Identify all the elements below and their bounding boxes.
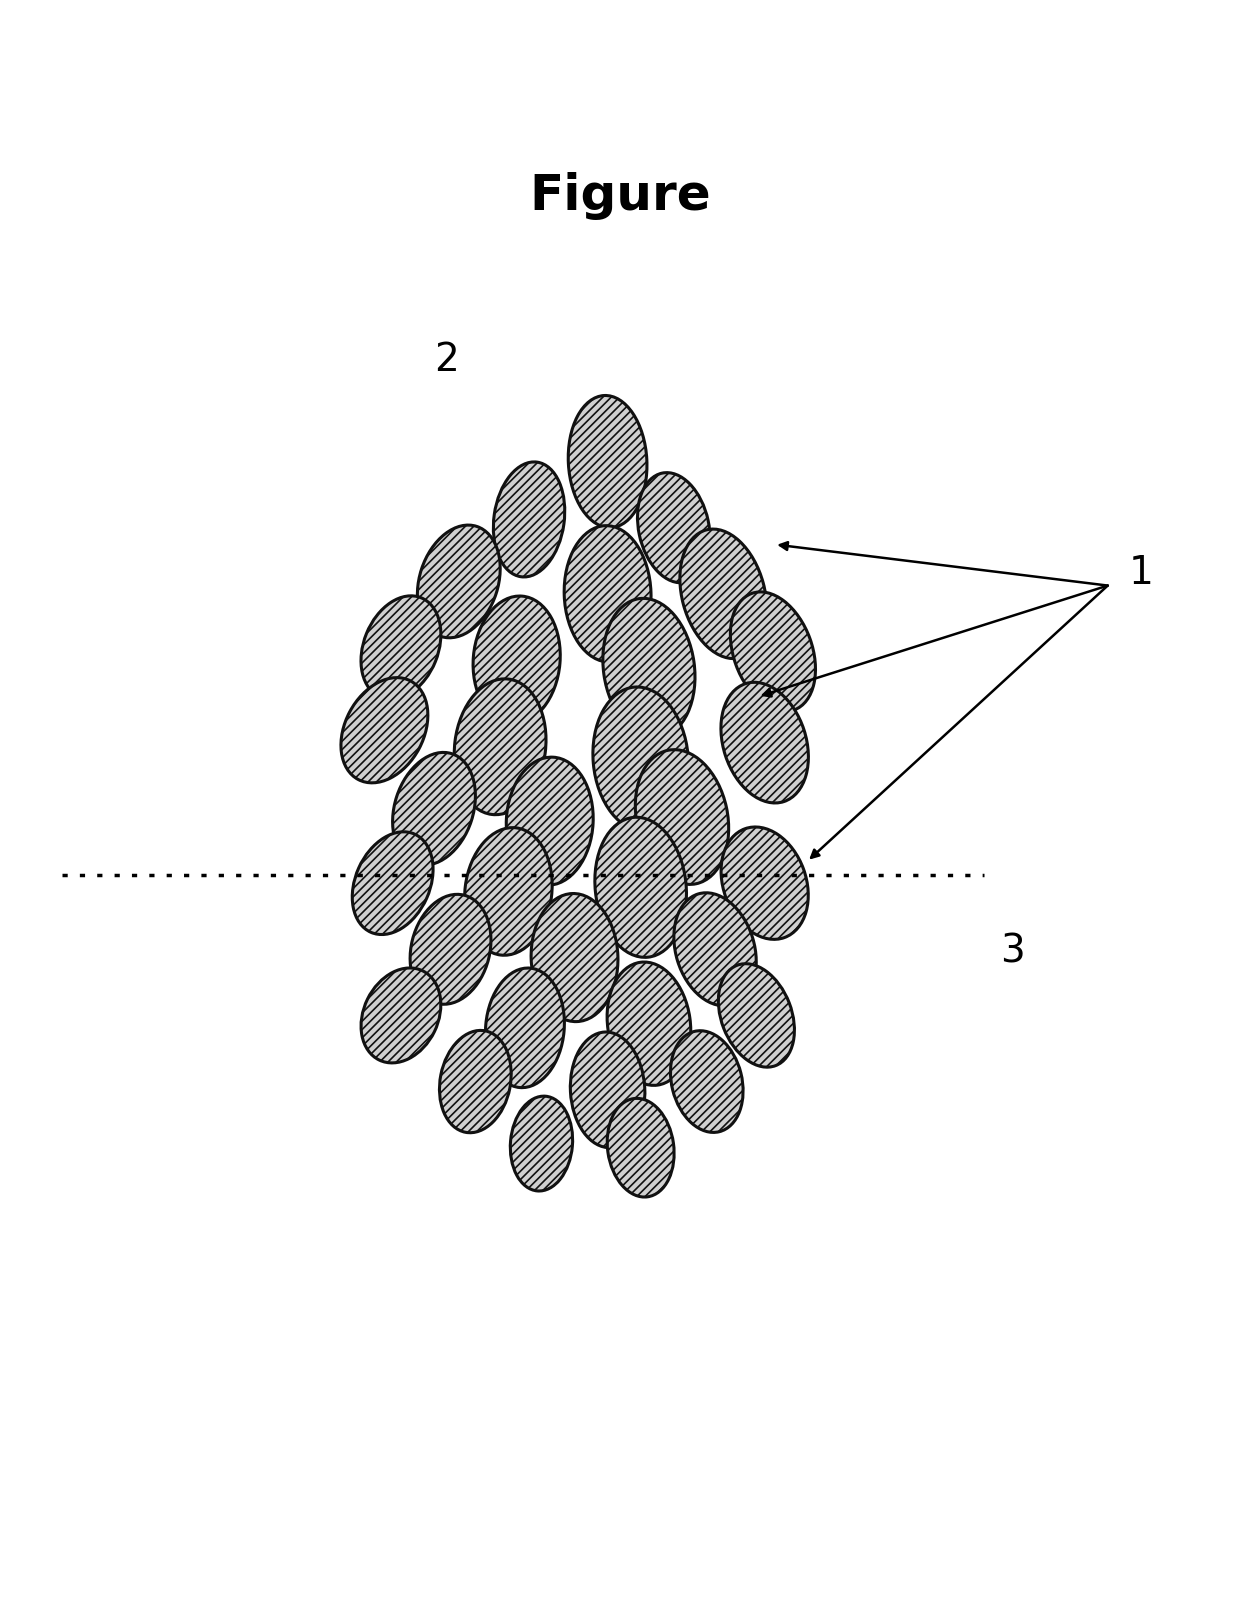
Ellipse shape (718, 964, 795, 1068)
Ellipse shape (570, 1033, 645, 1148)
Ellipse shape (418, 525, 500, 637)
Ellipse shape (608, 962, 691, 1085)
Ellipse shape (506, 757, 593, 885)
Ellipse shape (568, 395, 647, 528)
Ellipse shape (352, 833, 433, 935)
Ellipse shape (486, 969, 564, 1087)
Ellipse shape (454, 679, 546, 815)
Ellipse shape (564, 525, 651, 661)
Ellipse shape (361, 596, 441, 700)
Ellipse shape (439, 1031, 511, 1134)
Ellipse shape (720, 682, 808, 804)
Ellipse shape (671, 1031, 743, 1132)
Ellipse shape (637, 472, 711, 583)
Ellipse shape (680, 528, 766, 658)
Ellipse shape (603, 599, 694, 738)
Text: 1: 1 (1128, 554, 1153, 592)
Text: 2: 2 (434, 341, 459, 379)
Ellipse shape (393, 752, 475, 865)
Ellipse shape (531, 893, 618, 1021)
Ellipse shape (673, 893, 756, 1005)
Text: Figure: Figure (529, 173, 711, 221)
Ellipse shape (722, 828, 808, 940)
Ellipse shape (341, 677, 428, 783)
Ellipse shape (635, 749, 729, 884)
Ellipse shape (730, 592, 816, 711)
Ellipse shape (465, 828, 552, 956)
Ellipse shape (511, 1097, 573, 1191)
Ellipse shape (474, 596, 560, 724)
Ellipse shape (494, 463, 564, 576)
Ellipse shape (593, 687, 688, 831)
Ellipse shape (361, 969, 440, 1063)
Ellipse shape (595, 817, 687, 957)
Ellipse shape (410, 895, 491, 1004)
Ellipse shape (608, 1098, 675, 1198)
Text: 3: 3 (1001, 933, 1025, 970)
